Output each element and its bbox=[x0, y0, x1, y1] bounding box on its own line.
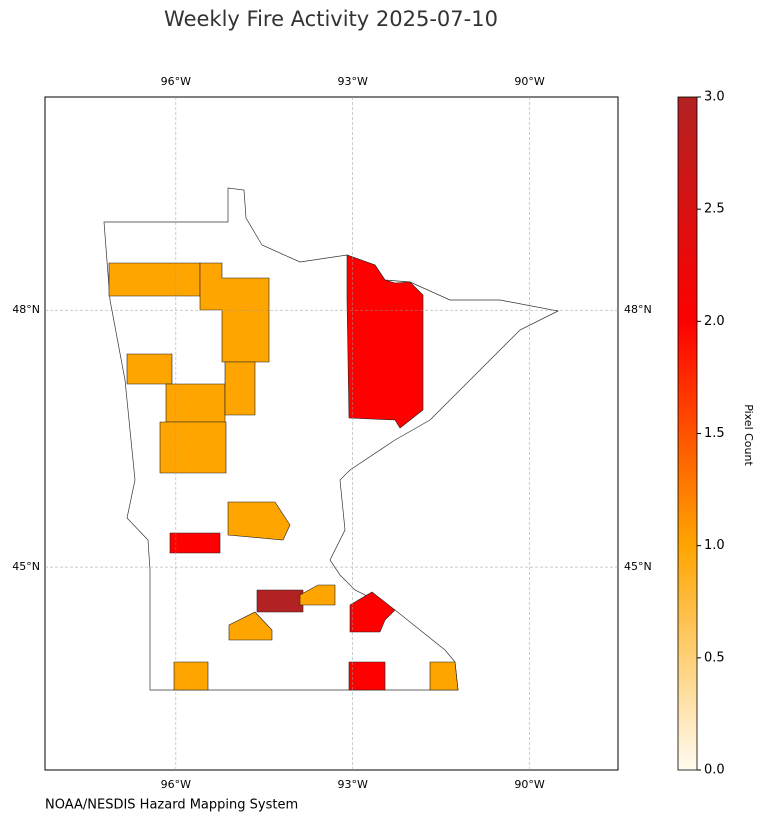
colorbar-tick-label: 2.0 bbox=[704, 314, 725, 329]
colorbar-tick-label: 2.5 bbox=[704, 202, 725, 217]
county bbox=[429, 661, 459, 691]
county bbox=[348, 661, 386, 691]
colorbar-tick-label: 3.0 bbox=[704, 90, 725, 105]
county bbox=[349, 591, 396, 633]
county bbox=[165, 383, 226, 423]
county bbox=[299, 584, 336, 606]
county bbox=[108, 262, 201, 297]
lat-label: 48°N bbox=[624, 303, 652, 316]
map-frame bbox=[44, 96, 619, 771]
lon-label: 93°W bbox=[338, 778, 368, 791]
county bbox=[224, 361, 256, 416]
county bbox=[159, 421, 227, 474]
lon-label: 93°W bbox=[338, 75, 368, 88]
map-title: Weekly Fire Activity 2025-07-10 bbox=[164, 7, 498, 31]
county bbox=[173, 661, 209, 691]
county bbox=[256, 589, 304, 613]
county bbox=[227, 501, 291, 541]
lon-label: 90°W bbox=[514, 75, 544, 88]
county bbox=[126, 353, 173, 385]
colorbar-tick-label: 0.0 bbox=[704, 763, 725, 778]
lat-label: 48°N bbox=[12, 303, 40, 316]
colorbar-label: Pixel Count bbox=[742, 404, 755, 466]
lat-label: 45°N bbox=[12, 560, 40, 573]
lon-label: 96°W bbox=[161, 778, 191, 791]
colorbar-tick-label: 1.0 bbox=[704, 538, 725, 553]
county bbox=[346, 254, 424, 429]
lon-label: 90°W bbox=[514, 778, 544, 791]
lat-label: 45°N bbox=[624, 560, 652, 573]
colorbar bbox=[677, 96, 698, 771]
lon-label: 96°W bbox=[161, 75, 191, 88]
county bbox=[228, 611, 273, 641]
state-outline bbox=[103, 187, 560, 691]
colorbar-tick-label: 0.5 bbox=[704, 650, 725, 665]
county bbox=[169, 532, 221, 554]
colorbar-tick-label: 1.5 bbox=[704, 426, 725, 441]
source: NOAA/NESDIS Hazard Mapping System bbox=[45, 798, 298, 813]
